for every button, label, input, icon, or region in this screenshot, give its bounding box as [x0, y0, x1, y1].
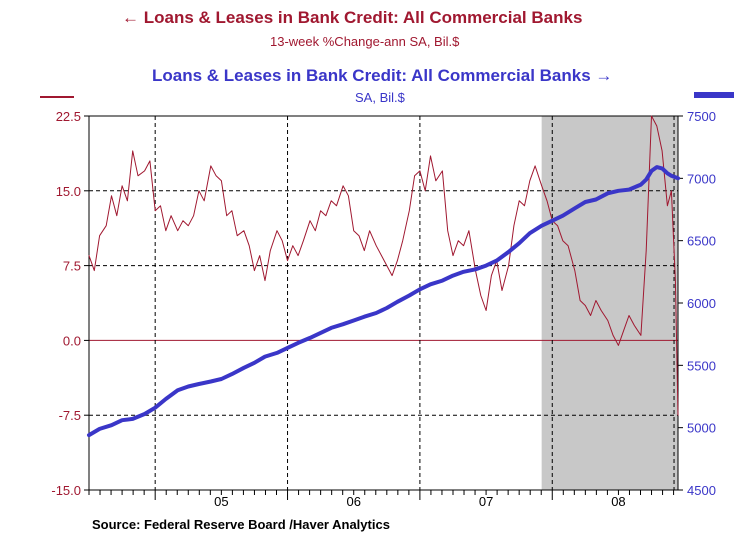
- y-left-tick-label: -7.5: [59, 408, 81, 423]
- series-line-level: [87, 165, 680, 438]
- x-tick-label: 07: [479, 494, 493, 509]
- x-tick-label: 05: [214, 494, 228, 509]
- y-left-tick-label: 22.5: [56, 109, 81, 124]
- series-line-pct-change: [88, 115, 679, 416]
- y-right-tick-label: 6500: [687, 234, 716, 249]
- y-left-tick-label: 7.5: [63, 259, 81, 274]
- chart-subtitle-left: 13-week %Change-ann SA, Bil.$: [270, 34, 460, 49]
- y-left-tick-label: 15.0: [56, 184, 81, 199]
- legend-left-series-key: [40, 96, 74, 98]
- y-right-tick-label: 5000: [687, 421, 716, 436]
- y-left-tick-label: 0.0: [63, 333, 81, 348]
- y-right-tick-label: 6000: [687, 296, 716, 311]
- y-right-tick-label: 7000: [687, 171, 716, 186]
- chart-title-right: Loans & Leases in Bank Credit: All Comme…: [152, 66, 613, 85]
- x-tick-label: 06: [346, 494, 360, 509]
- chart-title-left: ← Loans & Leases in Bank Credit: All Com…: [122, 8, 583, 27]
- y-left-tick-label: -15.0: [51, 483, 81, 498]
- chart-subtitle-right: SA, Bil.$: [355, 90, 405, 105]
- legend-right-series-key: [694, 92, 734, 98]
- y-right-tick-label: 5500: [687, 358, 716, 373]
- recession-shading: [541, 116, 678, 490]
- y-right-tick-label: 4500: [687, 483, 716, 498]
- source-note: Source: Federal Reserve Board /Haver Ana…: [92, 517, 390, 532]
- x-tick-label: 08: [611, 494, 625, 509]
- y-right-tick-label: 7500: [687, 109, 716, 124]
